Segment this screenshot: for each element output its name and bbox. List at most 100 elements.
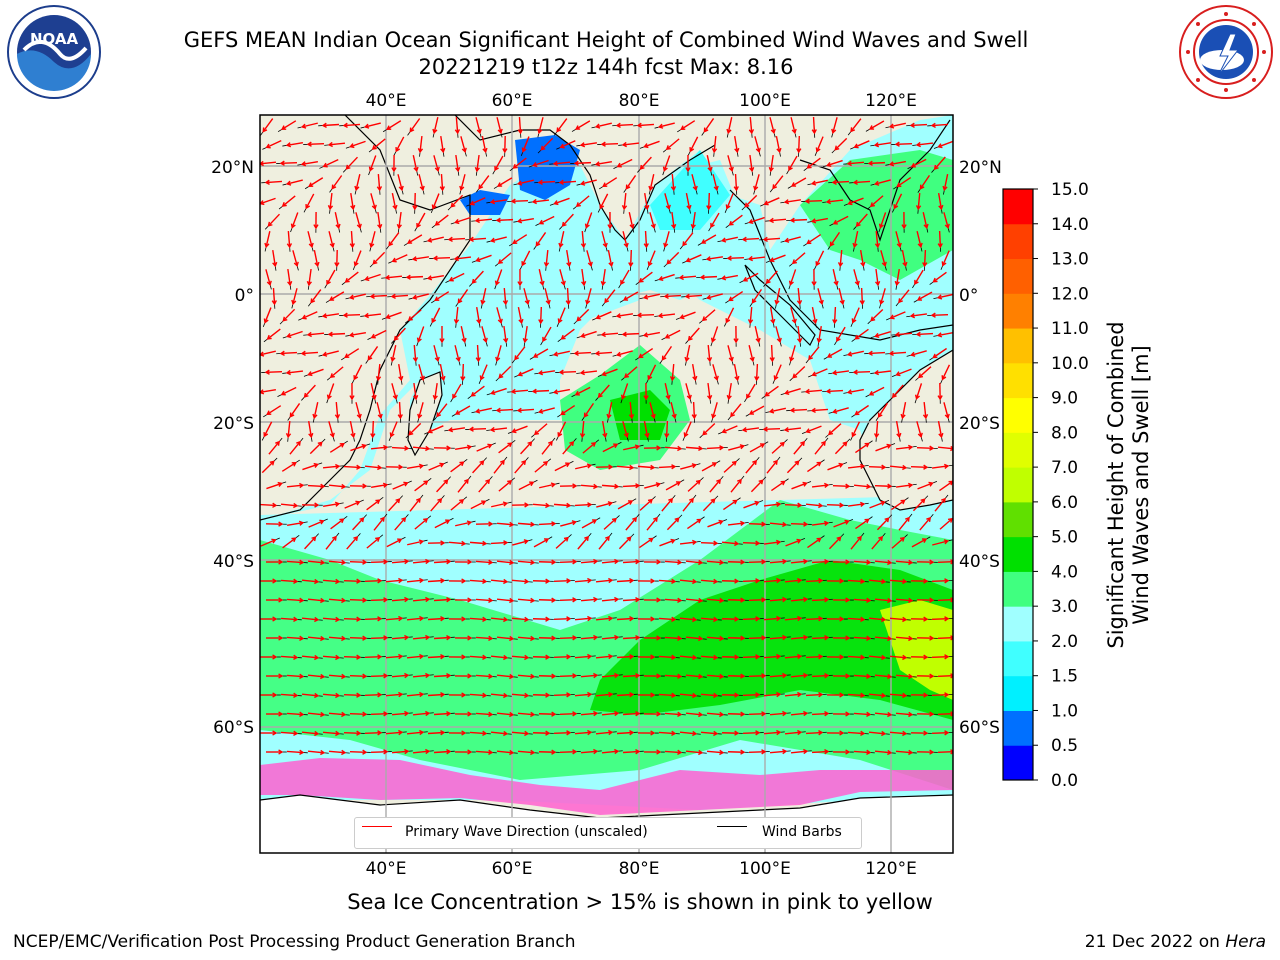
wave-arrow — [625, 175, 637, 189]
wave-arrow-head — [915, 205, 922, 211]
wave-arrow — [848, 388, 864, 394]
wave-arrow — [287, 230, 291, 248]
wave-arrow — [457, 479, 469, 493]
wave-arrow-head — [566, 692, 572, 698]
wave-arrow — [833, 407, 849, 413]
wave-arrow-head — [482, 616, 488, 622]
wave-arrow — [622, 332, 640, 336]
wave-arrow-head — [299, 597, 305, 603]
wave-arrow-head — [661, 355, 667, 361]
wave-arrow — [583, 402, 595, 418]
wave-arrow-head — [263, 432, 269, 438]
wave-arrow-head — [559, 143, 565, 149]
wave-arrow — [790, 523, 808, 525]
wave-arrow — [391, 636, 409, 640]
wave-arrow-head — [550, 482, 557, 488]
wave-arrow-head — [593, 672, 599, 679]
wave-arrow-head — [855, 221, 861, 227]
wave-arrow — [512, 234, 528, 244]
wave-arrow-head — [419, 185, 425, 192]
wave-arrow — [371, 420, 375, 438]
wave-arrow-head — [797, 577, 803, 584]
wave-arrow — [539, 483, 555, 489]
wave-arrow-head — [597, 392, 603, 398]
wave-arrow — [309, 441, 323, 455]
wave-arrow-head — [488, 673, 494, 679]
wave-arrow-head — [565, 300, 571, 306]
wave-arrow-head — [300, 123, 307, 129]
wave-arrow-head — [811, 281, 817, 287]
wave-arrow-head — [321, 122, 327, 128]
wave-arrow-head — [557, 318, 563, 324]
wave-arrow — [941, 364, 951, 380]
wave-arrow — [811, 484, 829, 488]
wave-arrow — [602, 268, 606, 286]
wave-arrow — [328, 231, 334, 247]
wave-arrow-head — [488, 521, 494, 527]
wave-arrow-head — [390, 356, 396, 363]
wave-arrow-head — [293, 692, 299, 698]
wave-arrow-head — [868, 125, 875, 130]
wave-arrow — [391, 193, 397, 209]
wave-arrow-head — [497, 318, 503, 325]
wave-arrow-head — [446, 749, 452, 755]
wave-arrow-head — [389, 432, 395, 438]
wave-arrow — [265, 269, 271, 285]
wave-arrow-head — [698, 597, 704, 604]
wave-arrow — [557, 421, 567, 437]
wave-arrow — [475, 750, 493, 754]
wave-arrow — [370, 193, 376, 209]
wave-arrow — [749, 116, 753, 134]
wave-arrow-head — [900, 413, 906, 420]
wave-arrow-head — [642, 332, 649, 338]
wave-arrow-head — [622, 296, 629, 301]
wave-arrow-head — [635, 749, 641, 755]
wave-arrow — [511, 731, 529, 735]
wave-arrow-head — [648, 537, 654, 543]
wave-arrow-head — [650, 578, 656, 584]
wave-arrow-head — [791, 318, 797, 325]
wave-arrow — [329, 192, 333, 210]
wave-arrow-head — [538, 319, 544, 325]
wave-arrow-head — [806, 239, 812, 245]
wave-arrow-head — [893, 204, 899, 210]
wave-arrow — [685, 294, 703, 298]
wave-arrow-head — [796, 300, 803, 306]
wave-arrow — [769, 560, 787, 564]
wave-arrow — [742, 617, 760, 621]
wave-arrow-head — [896, 432, 902, 439]
wave-arrow — [413, 293, 429, 299]
wave-arrow — [910, 123, 928, 127]
wave-arrow-head — [864, 442, 870, 448]
wave-arrow — [349, 331, 367, 337]
wave-arrow-head — [509, 673, 515, 680]
wave-arrow — [433, 155, 439, 171]
colorbar-segment — [1003, 258, 1033, 294]
wave-arrow-head — [932, 353, 938, 359]
wave-arrow-head — [698, 673, 704, 680]
wave-arrow-head — [860, 654, 866, 660]
wave-arrow-head — [349, 143, 355, 149]
wave-arrow-head — [914, 279, 919, 286]
wave-arrow-head — [607, 501, 614, 507]
wave-arrow — [644, 293, 660, 299]
wave-arrow-head — [805, 428, 811, 434]
wave-arrow-head — [692, 654, 698, 661]
wave-arrow — [538, 637, 556, 639]
wave-arrow — [685, 560, 703, 564]
wave-arrow-head — [341, 711, 347, 718]
wave-arrow-head — [899, 536, 906, 542]
wave-arrow-head — [322, 162, 328, 168]
wave-arrow-head — [285, 142, 292, 148]
wave-arrow-head — [512, 163, 518, 169]
wave-arrow-head — [459, 461, 465, 467]
wave-arrow-head — [264, 369, 270, 375]
wave-arrow — [621, 383, 629, 399]
wave-arrow — [301, 731, 319, 735]
wave-arrow-head — [432, 255, 438, 261]
wave-arrow-head — [623, 242, 629, 249]
wave-arrow — [436, 403, 448, 417]
wave-arrow — [748, 750, 766, 754]
wave-arrow — [433, 598, 451, 602]
wave-arrow-head — [850, 127, 856, 133]
